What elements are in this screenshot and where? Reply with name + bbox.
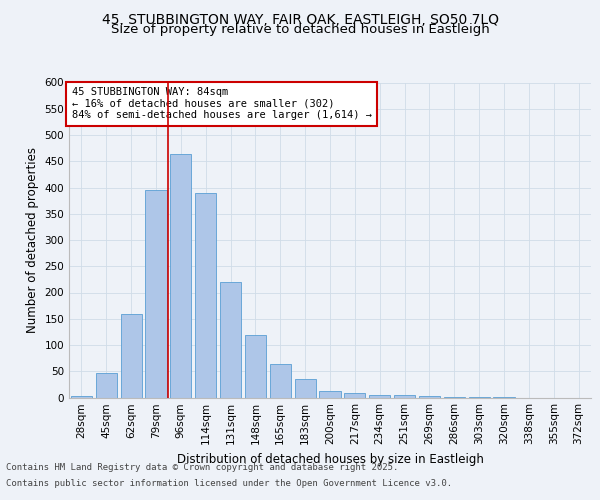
Bar <box>444 397 465 398</box>
Bar <box>145 190 167 398</box>
Bar <box>493 397 515 398</box>
Text: Contains HM Land Registry data © Crown copyright and database right 2025.: Contains HM Land Registry data © Crown c… <box>6 464 398 472</box>
Text: 45 STUBBINGTON WAY: 84sqm
← 16% of detached houses are smaller (302)
84% of semi: 45 STUBBINGTON WAY: 84sqm ← 16% of detac… <box>71 87 371 120</box>
Y-axis label: Number of detached properties: Number of detached properties <box>26 147 39 333</box>
Bar <box>394 395 415 398</box>
Text: 45, STUBBINGTON WAY, FAIR OAK, EASTLEIGH, SO50 7LQ: 45, STUBBINGTON WAY, FAIR OAK, EASTLEIGH… <box>101 12 499 26</box>
Bar <box>319 391 341 398</box>
Text: Size of property relative to detached houses in Eastleigh: Size of property relative to detached ho… <box>110 22 490 36</box>
Bar <box>71 396 92 398</box>
Bar <box>121 314 142 398</box>
Bar <box>170 154 191 398</box>
Bar <box>295 379 316 398</box>
X-axis label: Distribution of detached houses by size in Eastleigh: Distribution of detached houses by size … <box>176 453 484 466</box>
Bar <box>220 282 241 398</box>
Bar <box>96 374 117 398</box>
Bar <box>270 364 291 398</box>
Text: Contains public sector information licensed under the Open Government Licence v3: Contains public sector information licen… <box>6 478 452 488</box>
Bar <box>369 396 390 398</box>
Bar <box>344 393 365 398</box>
Bar <box>419 396 440 398</box>
Bar <box>245 334 266 398</box>
Bar <box>195 192 216 398</box>
Bar <box>469 397 490 398</box>
